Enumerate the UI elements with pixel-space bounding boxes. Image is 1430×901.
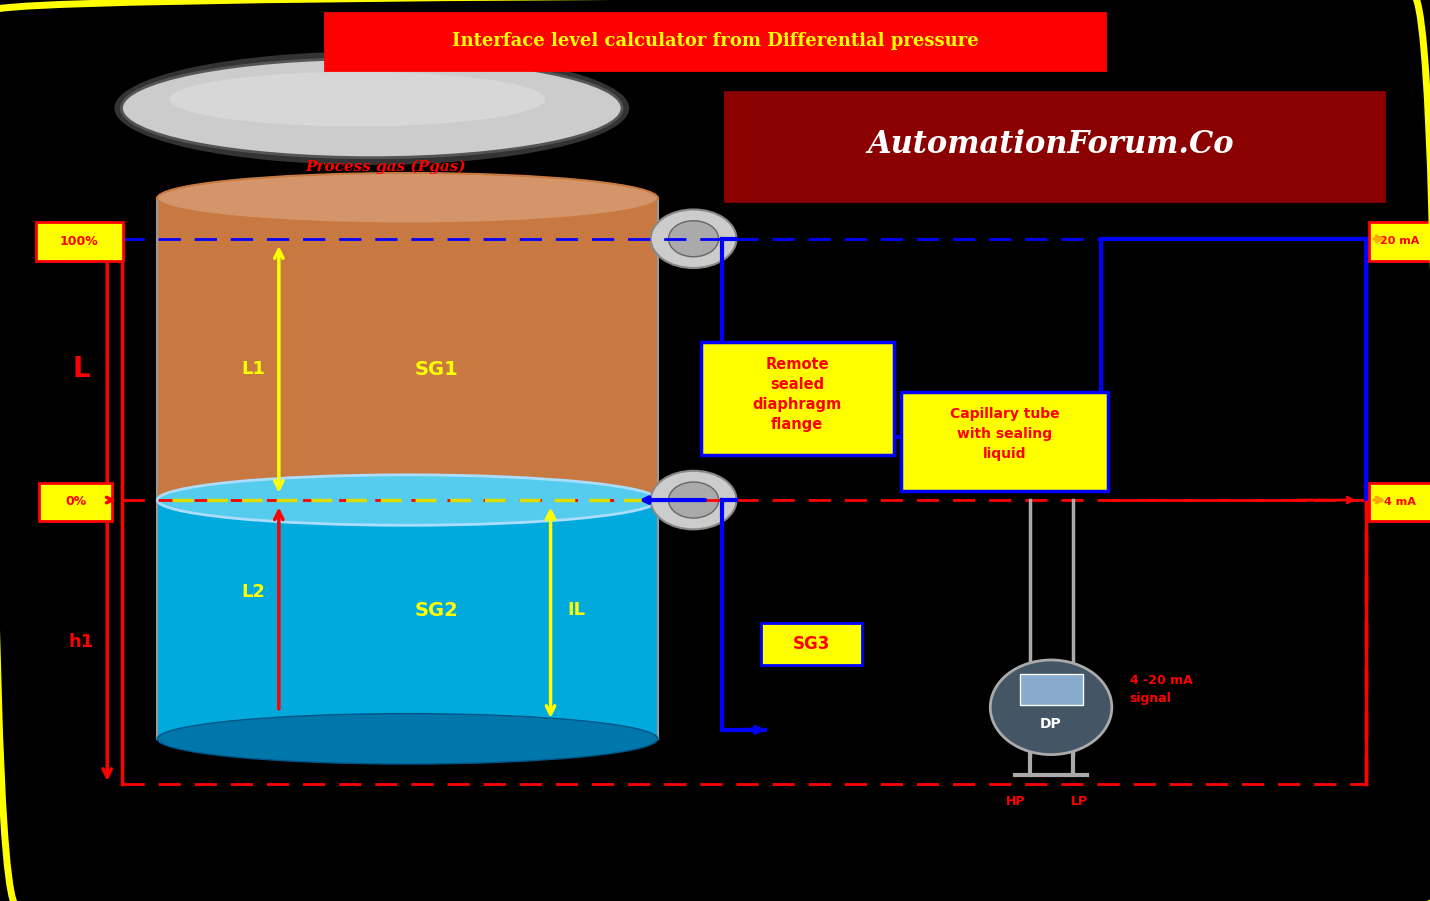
Text: AutomationForum.Co: AutomationForum.Co [868, 129, 1234, 159]
Ellipse shape [157, 475, 658, 525]
Text: with sealing: with sealing [957, 427, 1052, 441]
Ellipse shape [122, 59, 622, 158]
Text: HP: HP [1005, 796, 1025, 808]
Text: 4 -20 mA: 4 -20 mA [1130, 674, 1193, 687]
Text: SG2: SG2 [415, 601, 458, 620]
Text: signal: signal [1130, 692, 1171, 705]
Ellipse shape [157, 714, 658, 764]
FancyBboxPatch shape [761, 623, 862, 665]
Bar [157, 500, 658, 739]
Ellipse shape [157, 173, 658, 223]
Text: Interface level calculator from Differential pressure: Interface level calculator from Differen… [452, 32, 978, 50]
Text: L1: L1 [242, 360, 265, 378]
Ellipse shape [651, 209, 736, 268]
Text: DP: DP [1040, 716, 1062, 731]
Text: IL: IL [568, 602, 585, 619]
Text: diaphragm: diaphragm [752, 397, 842, 412]
Text: 20 mA: 20 mA [1380, 236, 1420, 247]
Text: Process gas (Pgas): Process gas (Pgas) [306, 159, 466, 174]
Text: Remote: Remote [765, 358, 829, 372]
FancyBboxPatch shape [1369, 483, 1430, 521]
Text: 0%: 0% [66, 496, 86, 508]
FancyBboxPatch shape [701, 342, 894, 455]
Text: LP: LP [1071, 796, 1088, 808]
Text: 100%: 100% [59, 235, 99, 248]
Ellipse shape [651, 470, 736, 530]
FancyBboxPatch shape [1369, 222, 1430, 261]
Text: L2: L2 [242, 584, 265, 601]
Text: liquid: liquid [982, 447, 1027, 461]
Text: SG1: SG1 [415, 359, 458, 379]
Text: SG3: SG3 [792, 635, 831, 653]
Ellipse shape [114, 51, 629, 165]
Text: sealed: sealed [771, 378, 824, 392]
FancyBboxPatch shape [36, 222, 123, 261]
FancyBboxPatch shape [39, 483, 112, 521]
Ellipse shape [668, 221, 718, 257]
FancyBboxPatch shape [325, 13, 1105, 70]
Ellipse shape [170, 72, 545, 126]
FancyBboxPatch shape [901, 392, 1108, 491]
Text: 4 mA: 4 mA [1384, 496, 1416, 507]
Text: h1: h1 [69, 633, 94, 651]
Text: Capillary tube: Capillary tube [950, 407, 1060, 422]
Ellipse shape [668, 482, 718, 518]
Text: L: L [73, 355, 90, 384]
Text: flange: flange [771, 417, 824, 432]
FancyBboxPatch shape [1020, 674, 1083, 705]
Bar [157, 198, 658, 500]
Ellipse shape [990, 660, 1113, 754]
FancyBboxPatch shape [725, 92, 1384, 201]
